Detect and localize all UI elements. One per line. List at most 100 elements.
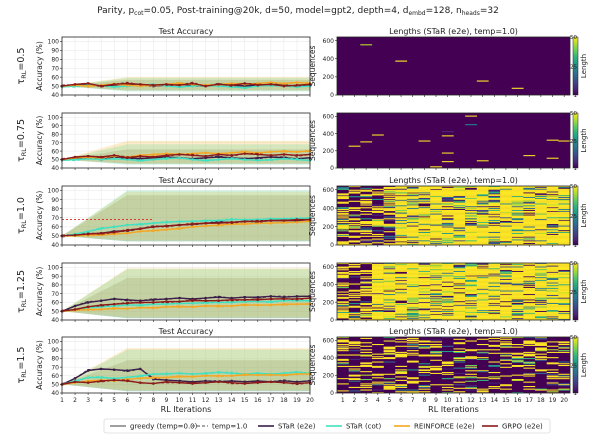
heatmap-cell (430, 266, 443, 268)
heatmap-cell (465, 298, 477, 300)
heatmap-cell (511, 272, 524, 274)
heatmap-cell (546, 279, 559, 282)
heatmap-cell (500, 338, 512, 340)
heatmap-cell (511, 227, 524, 229)
heatmap-cell (558, 305, 571, 307)
heatmap-cell (523, 315, 536, 317)
heatmap-cell (360, 303, 373, 306)
heatmap-cell (546, 225, 559, 227)
heatmap-cell (453, 221, 466, 223)
heatmap-cell (546, 295, 559, 298)
heatmap-cell (360, 309, 373, 311)
heatmap-cell (406, 294, 419, 296)
heatmap-cell (406, 233, 419, 236)
panel-title: Lengths (STaR (e2e), temp=1.0) (389, 27, 518, 36)
heatmap-cell (348, 215, 361, 217)
heatmap-cell (360, 370, 373, 372)
heatmap-cell (337, 219, 349, 221)
heatmap-cell (371, 366, 384, 368)
heatmap-cell (500, 316, 512, 318)
heatmap-cell (535, 240, 547, 242)
heatmap-cell (441, 294, 454, 296)
y-tick-label: 400 (323, 56, 335, 63)
heatmap-cell (546, 228, 559, 230)
heatmap-cell (406, 224, 419, 226)
heatmap-cell (383, 263, 396, 265)
heatmap-cell (523, 285, 536, 287)
heatmap-cell (535, 318, 547, 320)
heatmap-cell (535, 287, 547, 289)
series-point (125, 223, 129, 227)
heatmap-cell (453, 221, 466, 224)
colorbar (572, 336, 579, 394)
heatmap-cell (348, 227, 361, 229)
heatmap-cell (430, 279, 443, 282)
heatmap-cell (418, 206, 431, 208)
heatmap-cell (488, 265, 501, 267)
x-tick-label: 4 (376, 397, 380, 404)
heatmap-cell (395, 386, 408, 388)
heatmap-cell (488, 295, 501, 298)
heatmap-cell (523, 187, 536, 189)
legend-label: STaR (e2e) (278, 422, 316, 430)
heatmap-cell (383, 311, 396, 314)
heatmap-cell (348, 287, 361, 290)
heatmap-cell (535, 204, 547, 206)
heatmap-cell (511, 233, 524, 235)
heatmap-cell (488, 313, 501, 315)
series-point (243, 222, 247, 226)
heatmap-cell (476, 224, 489, 226)
heatmap-cell (511, 271, 524, 273)
heatmap-cell (395, 354, 408, 356)
heatmap-cell (383, 296, 396, 298)
heatmap-cell (488, 288, 501, 290)
heatmap-cell (523, 240, 536, 242)
heatmap-cell (511, 268, 524, 270)
heatmap-cell (500, 209, 512, 211)
heatmap-cell (465, 286, 477, 288)
heatmap-cell (546, 275, 559, 277)
heatmap-cell (383, 271, 396, 273)
heatmap-cell (523, 280, 536, 282)
heatmap-cell (535, 208, 547, 210)
heatmap-cell (488, 211, 501, 213)
heatmap-cell (383, 373, 396, 375)
heatmap-cell (383, 279, 396, 282)
heatmap-cell (441, 234, 454, 236)
heatmap-cell (546, 270, 559, 272)
heatmap-cell (546, 217, 559, 219)
series-point (256, 303, 260, 307)
heatmap-cell (465, 287, 477, 289)
heatmap-cell (476, 313, 489, 315)
series-line-temp (61, 152, 311, 160)
heatmap-cell (488, 237, 501, 239)
axes-frame (61, 185, 311, 246)
heatmap-cell (418, 212, 431, 214)
heatmap-cell (406, 268, 419, 270)
heatmap-cell (371, 381, 384, 383)
heatmap-cell (465, 304, 477, 306)
heatmap-cell (360, 231, 373, 233)
heatmap-cell (418, 282, 431, 284)
heatmap-cell (383, 316, 396, 318)
heatmap-cell (546, 302, 559, 304)
heatmap-cell (558, 361, 571, 363)
heatmap-cell (406, 219, 419, 221)
y-tick-label: 80 (51, 57, 59, 64)
colorbar-label: Length (580, 128, 588, 152)
heatmap-cell (441, 194, 454, 196)
heatmap-cell (441, 209, 454, 211)
heatmap-cell (383, 196, 396, 198)
heatmap-cell (348, 219, 361, 221)
heatmap-cell (465, 197, 477, 199)
heatmap-cell (465, 292, 477, 294)
confidence-band (62, 190, 310, 242)
y-tick-label: 40 (51, 242, 59, 249)
heatmap-cell (430, 292, 443, 294)
heatmap-cell (523, 388, 536, 390)
heatmap-cell (535, 389, 547, 391)
heatmap-cell (546, 362, 559, 364)
heatmap-cell (383, 276, 396, 278)
heatmap-cell (348, 290, 361, 292)
heatmap-cell (441, 278, 454, 280)
